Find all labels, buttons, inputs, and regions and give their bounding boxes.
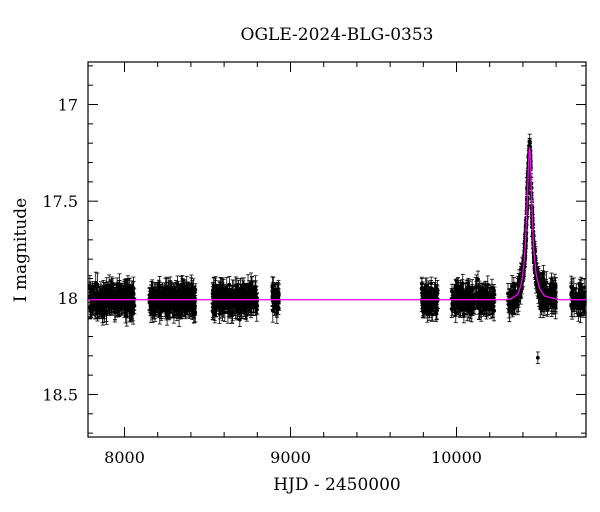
data-point	[131, 281, 136, 306]
data-point	[118, 287, 123, 302]
data-point	[276, 283, 281, 305]
data-point	[244, 286, 249, 308]
data-point	[124, 305, 129, 327]
data-point	[127, 284, 132, 302]
data-point	[233, 285, 238, 309]
x-tick-label: 10000	[431, 448, 482, 467]
model-curve	[88, 146, 586, 301]
data-point	[254, 285, 259, 309]
data-point	[162, 294, 167, 310]
data-points	[87, 133, 587, 364]
model-curve-layer	[88, 146, 586, 301]
data-point	[88, 286, 93, 308]
data-point	[102, 300, 107, 323]
data-point	[239, 287, 244, 309]
data-point	[222, 302, 227, 322]
data-point	[182, 285, 187, 309]
y-tick-label: 18	[58, 289, 78, 308]
y-tick-label: 18.5	[42, 385, 78, 404]
data-point	[92, 295, 97, 311]
y-tick-label: 17.5	[42, 192, 78, 211]
data-point	[100, 297, 105, 316]
data-point	[211, 303, 216, 321]
data-point	[226, 291, 231, 314]
data-point	[150, 304, 155, 320]
axis-ticks	[88, 62, 586, 437]
y-axis-label: I magnitude	[11, 198, 31, 302]
data-point	[176, 298, 181, 319]
plot-frame	[87, 61, 587, 438]
data-point	[172, 286, 177, 310]
data-point	[167, 297, 172, 317]
data-point	[179, 276, 184, 294]
axis-tick-labels: 8000 9000 10000 17 17.5 18 18.5	[42, 96, 482, 467]
data-point	[220, 282, 225, 306]
data-point	[236, 282, 241, 306]
x-tick-label: 8000	[104, 448, 145, 467]
data-point	[104, 303, 109, 325]
data-point	[101, 279, 106, 297]
chart-title: OGLE-2024-BLG-0353	[241, 25, 434, 45]
x-axis-label: HJD - 2450000	[273, 475, 401, 495]
data-point	[535, 351, 540, 364]
data-point	[159, 284, 164, 307]
data-point	[217, 294, 222, 310]
data-point	[230, 303, 235, 322]
data-point	[170, 294, 175, 319]
x-tick-label: 9000	[270, 448, 311, 467]
data-point	[112, 287, 117, 303]
y-tick-label: 17	[58, 96, 78, 115]
